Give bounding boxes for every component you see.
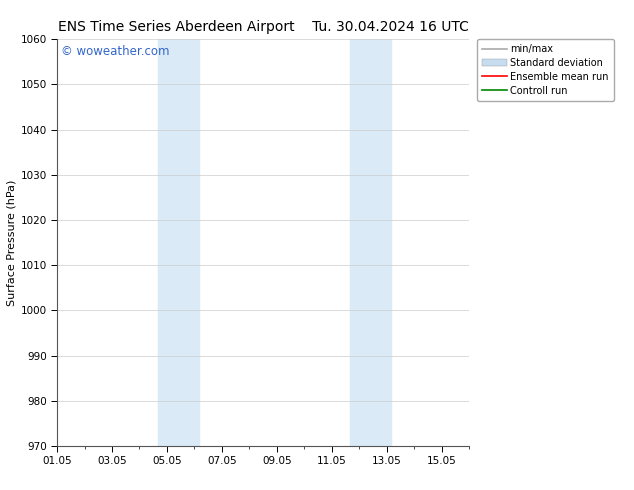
Title: ENS Time Series Aberdeen Airport    Tu. 30.04.2024 16 UTC: ENS Time Series Aberdeen Airport Tu. 30.…: [58, 20, 469, 34]
Text: © woweather.com: © woweather.com: [61, 45, 170, 58]
Bar: [350, 39, 391, 446]
Legend: min/max, Standard deviation, Ensemble mean run, Controll run: min/max, Standard deviation, Ensemble me…: [477, 39, 614, 100]
Bar: [158, 39, 199, 446]
Y-axis label: Surface Pressure (hPa): Surface Pressure (hPa): [6, 179, 16, 306]
